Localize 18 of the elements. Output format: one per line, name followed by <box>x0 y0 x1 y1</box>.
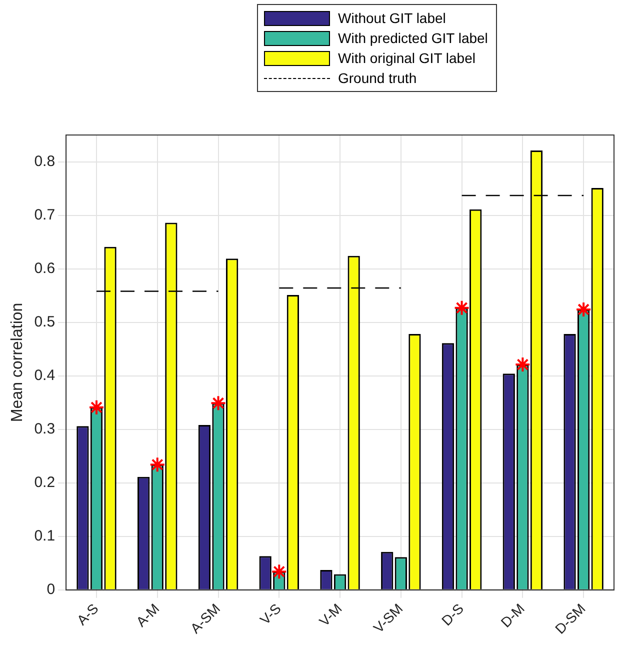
y-tick-label: 0.8 <box>34 152 56 170</box>
legend-label: With original GIT label <box>338 50 476 66</box>
y-tick-label: 0.7 <box>34 206 56 224</box>
x-tick-label: A-S <box>74 600 102 628</box>
legend-label: With predicted GIT label <box>338 30 488 46</box>
legend-label: Ground truth <box>338 70 417 86</box>
y-tick-label: 0.3 <box>34 420 56 438</box>
y-tick-label: 0.4 <box>34 366 56 384</box>
y-tick-label: 0.2 <box>34 474 56 491</box>
y-tick-label: 0.6 <box>34 260 56 277</box>
x-tick-label: D-S <box>438 600 467 629</box>
x-tick-label: V-M <box>316 600 345 630</box>
y-axis-title: Mean correlation <box>9 302 26 422</box>
y-tick-label: 0.5 <box>34 313 56 330</box>
legend-label: Without GIT label <box>338 10 446 26</box>
y-tick-label: 0 <box>46 580 56 598</box>
x-tick-label: V-S <box>256 600 284 628</box>
y-tick-label: 0.1 <box>34 527 56 544</box>
